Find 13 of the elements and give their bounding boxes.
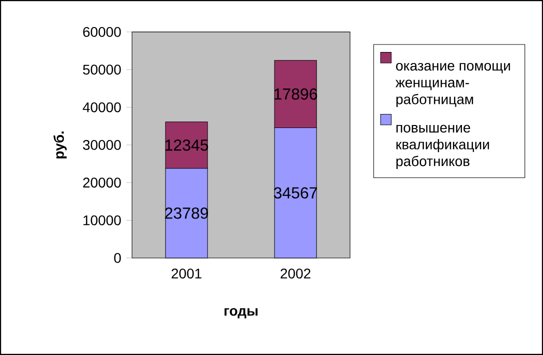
- y-tick-label: 60000: [83, 27, 121, 37]
- y-axis-title: руб.: [53, 132, 67, 158]
- x-tick-label: 2002: [280, 268, 310, 279]
- y-tick-label: 50000: [83, 64, 121, 75]
- y-tick-label: 0: [114, 253, 121, 263]
- x-axis-title: годы: [224, 308, 258, 318]
- y-tick-label: 30000: [82, 140, 121, 150]
- y-tick-label: 10000: [84, 215, 121, 226]
- legend-label: повышение квалификации работников: [396, 124, 489, 169]
- y-tick-label: 20000: [83, 178, 121, 188]
- y-tick-label: 40000: [82, 102, 121, 112]
- legend-label: оказание помощи женщинам-работницам: [396, 62, 510, 108]
- x-tick-label: 2001: [172, 268, 202, 279]
